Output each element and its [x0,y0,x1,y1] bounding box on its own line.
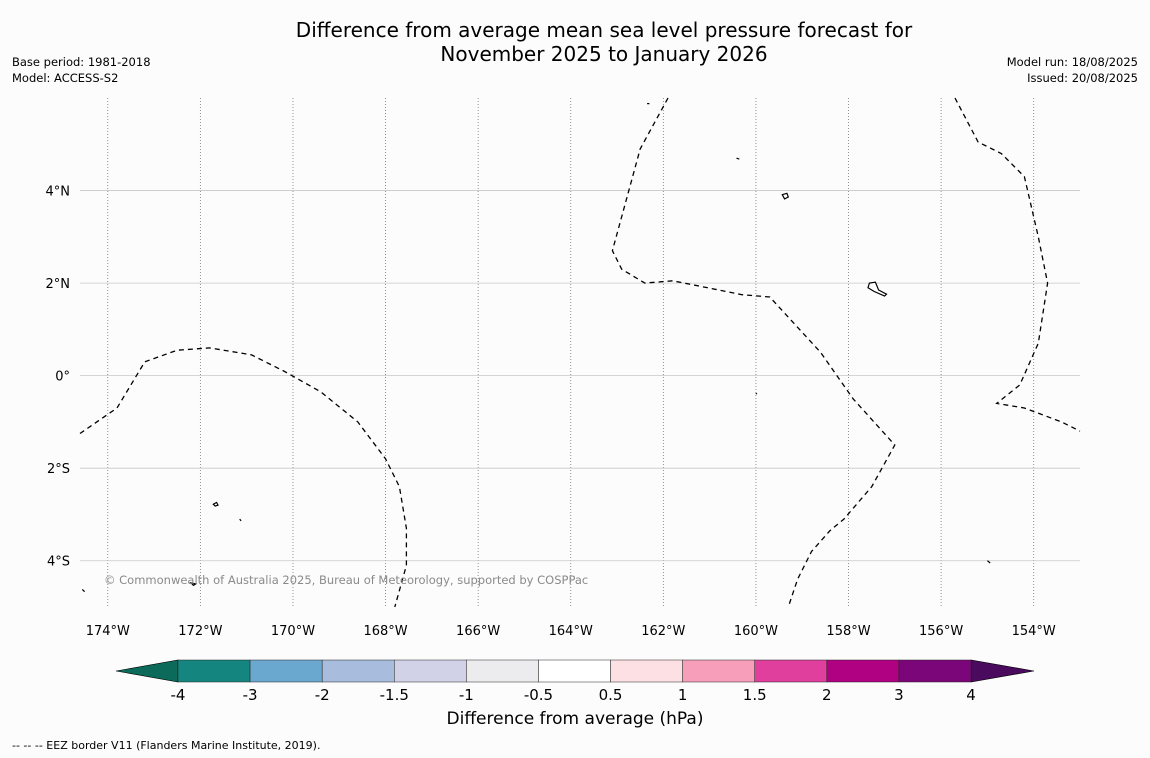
colorbar-swatch [394,659,467,683]
colorbar-tick-label: -0.5 [524,686,553,700]
colorbar-swatch [682,659,755,683]
colorbar-label: Difference from average (hPa) [446,709,704,729]
lat-tick-label: 2°S [47,462,70,477]
colorbar-tick-label: 2 [822,686,832,700]
island-outline [781,192,790,200]
title-line-1: Difference from average mean sea level p… [295,18,913,42]
island-outline [212,501,219,507]
lon-tick-label: 158°W [826,624,870,639]
colorbar-tick-label: 0.5 [599,686,623,700]
colorbar-tick-label: -4 [171,686,186,700]
colorbar-swatch [177,659,251,683]
colorbar-swatch [610,659,683,683]
colorbar-tick-label: -1 [459,686,474,700]
eez-border-line [611,97,896,608]
copyright-text: © Commonwealth of Australia 2025, Bureau… [104,573,588,587]
lon-tick-label: 168°W [363,624,407,639]
colorbar-swatch [538,659,611,683]
colorbar-swatch [898,659,972,683]
lon-tick-label: 156°W [919,624,963,639]
chart-title: Difference from average mean sea level p… [0,18,1150,66]
colorbar-tick-label: -2 [315,686,330,700]
colorbar-under-arrow [115,659,179,683]
base-period-text: Base period: 1981-2018 [12,55,151,69]
colorbar-swatch [466,659,539,683]
model-run-info: Model run: 18/08/2025 Issued: 20/08/2025 [1007,54,1138,86]
lon-tick-label: 174°W [86,624,130,639]
colorbar-over-arrow [970,659,1035,683]
title-line-2: November 2025 to January 2026 [440,42,768,66]
colorbar: -4 -3 -2 -1.5 -1 -0.5 0.5 1 1.5 2 3 4 [115,659,1035,700]
colorbar-tick-label: 1.5 [743,686,767,700]
lon-tick-label: 166°W [456,624,500,639]
island-outline [736,157,740,160]
issued-text: Issued: 20/08/2025 [1027,71,1138,85]
colorbar-tick-label: 4 [966,686,976,700]
colorbar-tick-label: 3 [894,686,904,700]
eez-border-line [79,347,408,608]
island-outline [189,581,198,587]
map-gridlines [80,98,1080,607]
colorbar-tick-label: 1 [678,686,688,700]
colorbar-swatch [754,659,828,683]
lon-tick-label: 172°W [178,624,222,639]
eez-border-line [954,97,1081,432]
island-outline [755,392,758,395]
island-outline [867,281,888,297]
map-tick-labels: 174°W 172°W 170°W 168°W 166°W 164°W 162°W 160°W… [46,185,1056,639]
lon-tick-label: 164°W [549,624,593,639]
colorbar-swatch [321,659,395,683]
islands [81,102,991,593]
lat-tick-label: 2°N [46,277,71,292]
island-outline [239,518,242,522]
lon-tick-label: 160°W [734,624,778,639]
model-run-text: Model run: 18/08/2025 [1006,55,1138,69]
colorbar-swatch [249,659,323,683]
lat-tick-label: 0° [55,370,70,385]
map-canvas: 174°W 172°W 170°W 168°W 166°W 164°W 162°W 160°W… [46,97,1081,700]
lat-tick-label: 4°S [47,555,70,570]
colorbar-tick-label: -3 [243,686,258,700]
island-outline [81,588,86,593]
eez-legend-note: -- -- -- EEZ border V11 (Flanders Marine… [12,739,321,752]
island-outline [987,560,991,564]
lon-tick-label: 154°W [1012,624,1056,639]
colorbar-swatch [826,659,900,683]
base-period-info: Base period: 1981-2018 Model: ACCESS-S2 [12,54,151,86]
model-text: Model: ACCESS-S2 [12,71,119,85]
lon-tick-label: 162°W [641,624,685,639]
colorbar-tick-label: -1.5 [380,686,409,700]
eez-borders [79,97,1081,608]
lat-tick-label: 4°N [46,185,71,200]
lon-tick-label: 170°W [271,624,315,639]
